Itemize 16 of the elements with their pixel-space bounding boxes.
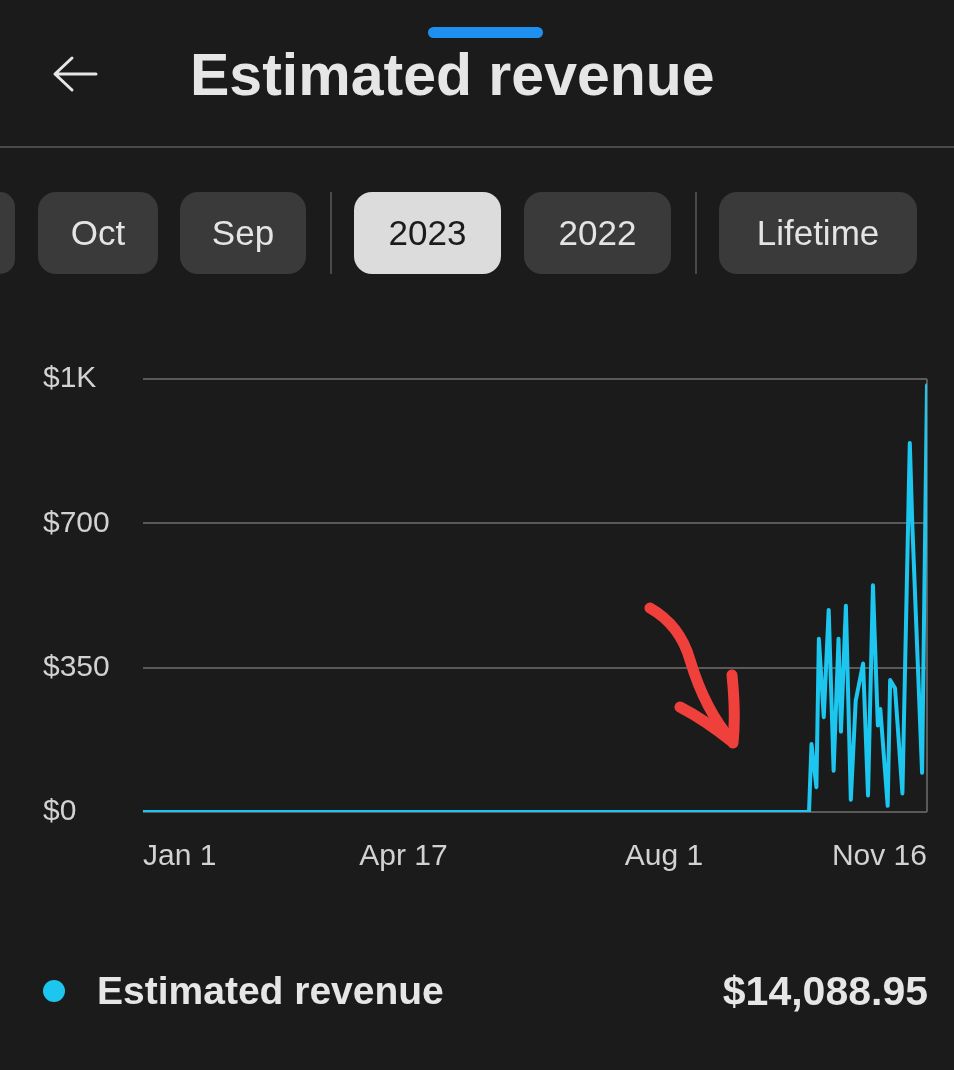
text: Lifetime (719, 192, 917, 274)
text: 2023 (354, 192, 501, 274)
x-tick-label: Jan 1 (143, 838, 217, 872)
text: Oct (38, 192, 158, 274)
text: $14,088.95 (722, 967, 928, 1016)
x-tick-label: Apr 17 (359, 838, 448, 872)
chart-title: Estimated revenue (190, 42, 715, 108)
y-tick-label: $350 (43, 648, 110, 682)
y-tick-label: $1K (43, 360, 97, 394)
y-tick-label: $0 (43, 793, 77, 827)
x-tick-label: Aug 1 (624, 838, 704, 872)
x-tick-label: Nov 16 (831, 838, 927, 872)
legend-label: Estimated revenue (97, 969, 444, 1013)
text: Sep (180, 192, 306, 274)
text: 2022 (524, 192, 671, 274)
y-tick-label: $700 (43, 504, 110, 538)
